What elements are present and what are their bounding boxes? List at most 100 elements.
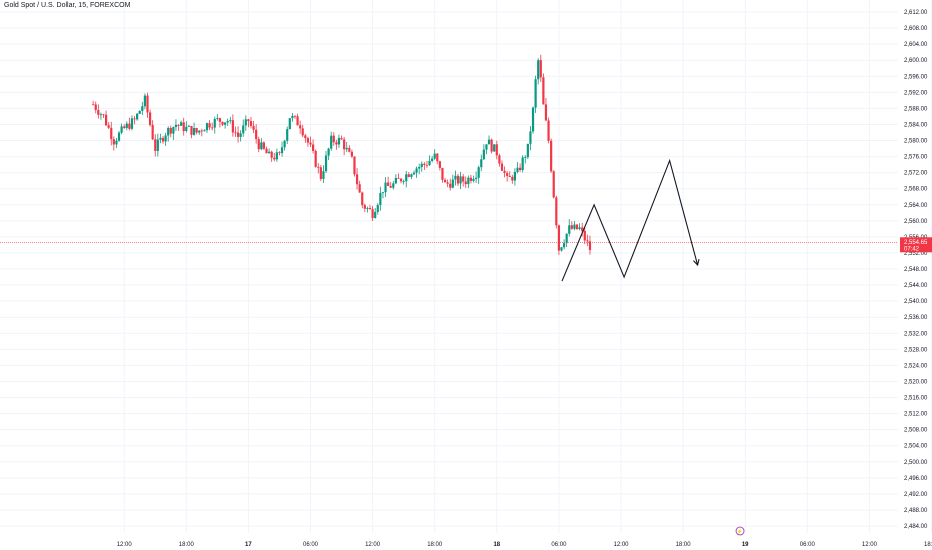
time-tick-label: 12:00 [117, 542, 133, 548]
candle-body [513, 171, 517, 181]
candle-body [190, 126, 193, 135]
price-tick-label: 2,520.00 [904, 379, 928, 385]
candle-body [317, 166, 320, 168]
time-axis[interactable]: 12:00 18:00 17 06:00 12:00 18:00 18 06:00 12:00 1… [117, 542, 932, 548]
price-tick-label: 2,516.00 [904, 396, 928, 402]
candle-body [270, 151, 273, 158]
candle-body [542, 77, 545, 105]
candle-body [301, 128, 304, 136]
candle-body [366, 208, 369, 209]
price-tag-countdown: 07:42 [904, 246, 920, 252]
price-tick-label: 2,540.00 [904, 299, 928, 305]
candle-body [573, 224, 576, 229]
candle-body [192, 128, 196, 135]
candle-body [431, 158, 434, 161]
candle-body [94, 104, 97, 111]
candle-body [547, 120, 550, 141]
candle-body [405, 174, 408, 182]
candle-body [503, 170, 506, 173]
candle-body [415, 168, 418, 173]
candle-body [575, 224, 579, 230]
candle-body [570, 225, 573, 229]
candle-body [418, 167, 421, 169]
candle-body [500, 163, 504, 171]
candle-body [203, 130, 206, 132]
candle-body [446, 182, 449, 184]
candle-body [136, 113, 139, 120]
candle-body [521, 157, 524, 170]
time-tick-label: 18:00 [427, 542, 443, 548]
price-tag-value: 2,554.65 [904, 240, 928, 246]
candle-body [115, 140, 118, 145]
candle-body [151, 124, 154, 140]
price-tick-label: 2,604.00 [904, 42, 928, 48]
candlestick-series [92, 54, 592, 256]
candle-body [379, 192, 382, 206]
price-tick-label: 2,560.00 [904, 219, 928, 225]
candle-body [441, 167, 444, 180]
price-axis[interactable]: 2,484.00 2,488.00 2,492.00 2,496.00 2,500.00… [904, 10, 928, 530]
candle-body [200, 130, 203, 132]
price-tick-label: 2,572.00 [904, 171, 928, 177]
candle-body [156, 139, 159, 151]
price-tick-label: 2,588.00 [904, 106, 928, 112]
candle-body [552, 171, 555, 198]
candle-body [345, 147, 348, 150]
candle-body [234, 132, 237, 134]
chart-title: Gold Spot / U.S. Dollar, 15, FOREXCOM [4, 2, 131, 9]
candle-body [374, 211, 377, 219]
candle-body [102, 114, 105, 116]
candle-body [340, 137, 343, 140]
price-tick-label: 2,552.00 [904, 251, 928, 257]
candle-body [348, 147, 351, 152]
candle-body [443, 179, 447, 183]
candle-body [164, 135, 167, 142]
price-tick-label: 2,508.00 [904, 428, 928, 434]
candle-body [518, 167, 522, 170]
candle-body [304, 135, 307, 139]
candle-body [472, 178, 475, 181]
price-tick-label: 2,492.00 [904, 492, 928, 498]
candle-body [485, 144, 488, 150]
price-tick-label: 2,600.00 [904, 58, 928, 64]
candle-body [508, 175, 511, 177]
candle-body [449, 183, 452, 188]
candle-body [244, 119, 247, 126]
candle-body [319, 167, 322, 179]
candle-body [433, 153, 436, 159]
candle-body [247, 119, 250, 122]
candle-body [273, 157, 276, 160]
candle-body [467, 177, 470, 185]
candle-body [399, 178, 403, 182]
candle-body [350, 151, 353, 157]
time-tick-label: 12:00 [862, 542, 878, 548]
candle-body [392, 183, 395, 188]
candle-body [469, 177, 473, 181]
candle-body [371, 209, 374, 219]
economic-event-marker[interactable]: ⚡ [735, 526, 745, 536]
candle-body [438, 161, 441, 168]
candle-body [226, 121, 229, 123]
candle-body [361, 192, 364, 206]
candle-body [224, 122, 227, 125]
candle-body [337, 137, 341, 145]
candle-body [236, 132, 240, 137]
candle-body [537, 60, 540, 80]
candle-body [107, 125, 110, 128]
candle-body [291, 115, 294, 119]
candle-body [208, 123, 211, 128]
time-tick-label: 17 [245, 542, 252, 548]
candle-body [161, 137, 165, 142]
candle-body [516, 167, 519, 172]
time-tick-label: 18:00 [924, 542, 932, 548]
candle-body [159, 137, 162, 140]
candle-body [480, 159, 483, 168]
candle-body [239, 133, 242, 137]
candle-body [141, 106, 144, 111]
candle-body [555, 197, 558, 226]
candle-body [428, 160, 431, 166]
candle-body [477, 167, 480, 178]
candle-body [524, 157, 527, 158]
candle-body [482, 149, 485, 160]
